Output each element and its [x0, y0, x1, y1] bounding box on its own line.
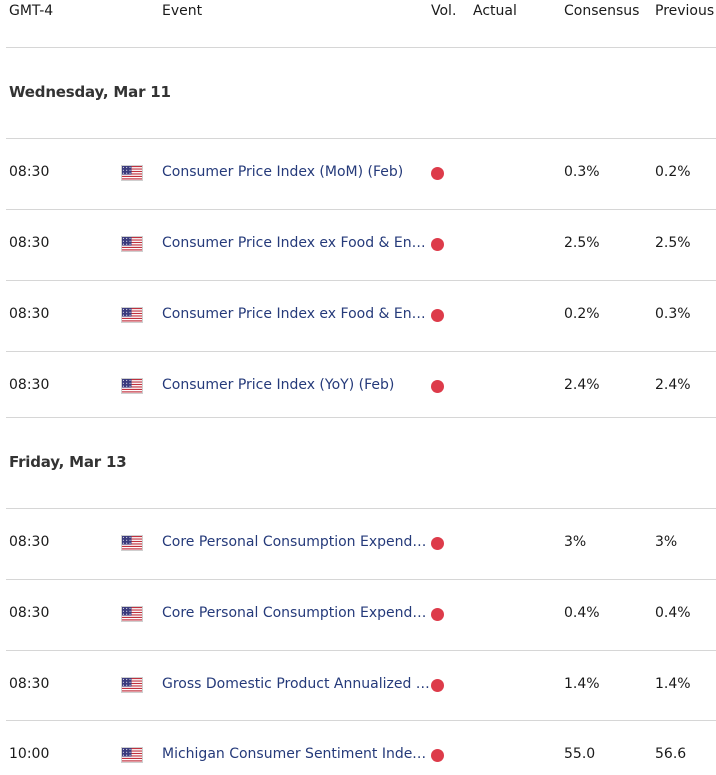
event-row[interactable]: 08:30 Core Personal Consumption Expendit… — [0, 526, 716, 562]
event-time: 08:30 — [9, 534, 50, 550]
day-divider — [6, 508, 716, 509]
previous-value: 0.3% — [655, 306, 691, 322]
event-row[interactable]: 08:30 Consumer Price Index (YoY) (Feb) 2… — [0, 369, 716, 405]
us-flag-icon — [121, 378, 143, 394]
event-link[interactable]: Consumer Price Index (MoM) (Feb) — [162, 164, 404, 180]
header-divider — [6, 47, 716, 48]
event-time: 08:30 — [9, 235, 50, 251]
consensus-column-header: Consensus — [564, 3, 640, 19]
consensus-value: 0.3% — [564, 164, 600, 180]
consensus-value: 2.5% — [564, 235, 600, 251]
previous-value: 1.4% — [655, 676, 691, 692]
volatility-dot-icon — [431, 537, 444, 550]
event-link[interactable]: Core Personal Consumption Expenditures (… — [162, 534, 430, 550]
previous-value: 3% — [655, 534, 678, 550]
volatility-dot-icon — [431, 749, 444, 762]
event-time: 08:30 — [9, 377, 50, 393]
event-link[interactable]: Consumer Price Index ex Food & Energy (Y… — [162, 306, 430, 322]
consensus-value: 3% — [564, 534, 587, 550]
row-divider — [6, 650, 716, 651]
day-divider — [6, 138, 716, 139]
day-heading: Wednesday, Mar 11 — [9, 83, 171, 101]
event-link[interactable]: Gross Domestic Product Annualized (Q4) — [162, 676, 430, 692]
volatility-dot-icon — [431, 679, 444, 692]
event-link[interactable]: Consumer Price Index ex Food & Energy (M… — [162, 235, 430, 251]
volatility-dot-icon — [431, 380, 444, 393]
event-row[interactable]: 08:30 Core Personal Consumption Expendit… — [0, 597, 716, 633]
us-flag-icon — [121, 677, 143, 693]
event-time: 08:30 — [9, 676, 50, 692]
event-row[interactable]: 08:30 Consumer Price Index ex Food & Ene… — [0, 298, 716, 334]
us-flag-icon — [121, 236, 143, 252]
row-divider — [6, 579, 716, 580]
previous-value: 2.5% — [655, 235, 691, 251]
volatility-dot-icon — [431, 608, 444, 621]
event-row[interactable]: 08:30 Consumer Price Index ex Food & Ene… — [0, 227, 716, 263]
previous-value: 0.2% — [655, 164, 691, 180]
consensus-value: 2.4% — [564, 377, 600, 393]
us-flag-icon — [121, 165, 143, 181]
vol-column-header: Vol. — [431, 3, 457, 19]
us-flag-icon — [121, 307, 143, 323]
day-heading: Friday, Mar 13 — [9, 453, 127, 471]
us-flag-icon — [121, 606, 143, 622]
volatility-dot-icon — [431, 167, 444, 180]
row-divider — [6, 209, 716, 210]
event-time: 08:30 — [9, 306, 50, 322]
volatility-dot-icon — [431, 309, 444, 322]
volatility-dot-icon — [431, 238, 444, 251]
consensus-value: 0.4% — [564, 605, 600, 621]
event-row[interactable]: 08:30 Gross Domestic Product Annualized … — [0, 668, 716, 704]
event-column-header: Event — [162, 3, 203, 19]
event-link[interactable]: Michigan Consumer Sentiment Index (Mar) — [162, 746, 430, 762]
us-flag-icon — [121, 535, 143, 551]
row-divider — [6, 720, 716, 721]
event-link[interactable]: Core Personal Consumption Expenditures (… — [162, 605, 430, 621]
consensus-value: 0.2% — [564, 306, 600, 322]
event-time: 10:00 — [9, 746, 50, 762]
row-divider — [6, 417, 716, 418]
row-divider — [6, 280, 716, 281]
event-time: 08:30 — [9, 164, 50, 180]
event-row[interactable]: 08:30 Consumer Price Index (MoM) (Feb) 0… — [0, 156, 716, 192]
previous-value: 56.6 — [655, 746, 687, 762]
event-time: 08:30 — [9, 605, 50, 621]
table-header: GMT-4 Event Vol. Actual Consensus Previo… — [0, 0, 716, 24]
previous-column-header: Previous — [655, 3, 715, 19]
previous-value: 0.4% — [655, 605, 691, 621]
event-row[interactable]: 10:00 Michigan Consumer Sentiment Index … — [0, 738, 716, 774]
timezone-label[interactable]: GMT-4 — [9, 3, 54, 19]
us-flag-icon — [121, 747, 143, 763]
consensus-value: 55.0 — [564, 746, 596, 762]
event-link[interactable]: Consumer Price Index (YoY) (Feb) — [162, 377, 395, 393]
previous-value: 2.4% — [655, 377, 691, 393]
actual-column-header: Actual — [473, 3, 517, 19]
row-divider — [6, 351, 716, 352]
consensus-value: 1.4% — [564, 676, 600, 692]
